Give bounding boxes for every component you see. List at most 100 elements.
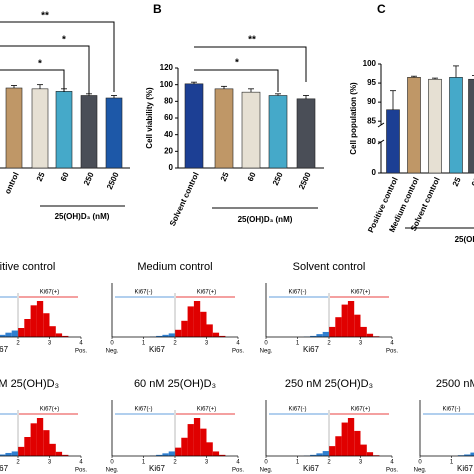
x-end-label: Neg. bbox=[260, 349, 273, 355]
histogram-bar bbox=[0, 334, 6, 337]
histogram-bar bbox=[24, 437, 31, 456]
x-tick-label: ontrol bbox=[3, 171, 21, 195]
axis-break bbox=[377, 122, 385, 128]
gate-label: Ki67(-) bbox=[134, 290, 152, 296]
histogram-bar bbox=[354, 314, 361, 337]
gate-label: Ki67(-) bbox=[288, 407, 306, 413]
x-tick-label: 25 bbox=[219, 170, 231, 182]
x-tick-label: 250 bbox=[82, 170, 96, 186]
y-tick-label: 85 bbox=[367, 116, 376, 125]
x-axis-label: Ki67 bbox=[149, 345, 166, 354]
x-tick-label: 3 bbox=[48, 460, 52, 466]
gate-label: Ki67(+) bbox=[351, 407, 371, 413]
histogram-bar bbox=[322, 451, 329, 456]
x-tick-label: 2 bbox=[173, 460, 177, 466]
x-tick-label: 25 bbox=[451, 175, 463, 187]
x-tick-label: 3 bbox=[48, 341, 52, 347]
x-tick-label: 3 bbox=[359, 341, 363, 347]
x-tick-label: 4 bbox=[79, 341, 83, 347]
panel-title: Positive control bbox=[0, 261, 55, 273]
histogram-bar bbox=[219, 454, 226, 456]
x-tick-label: 4 bbox=[236, 341, 240, 347]
histogram-bar bbox=[175, 329, 182, 337]
histogram-bar bbox=[347, 301, 355, 337]
y-tick-label: 120 bbox=[160, 63, 174, 72]
x-end-label: Neg. bbox=[414, 468, 427, 474]
x-tick-label: 2 bbox=[16, 460, 20, 466]
bar bbox=[428, 78, 442, 174]
x-tick-label: 25 bbox=[35, 170, 47, 182]
gate-label: Ki67(+) bbox=[197, 407, 217, 413]
y-tick-label: 100 bbox=[363, 59, 377, 68]
x-tick-label: 60 bbox=[59, 170, 71, 182]
x-end-label: Pos. bbox=[232, 468, 244, 474]
significance-label: * bbox=[62, 35, 66, 46]
histogram-bar bbox=[162, 453, 169, 456]
y-tick-label: 95 bbox=[367, 78, 376, 87]
group-label: 25(OH)D₃ (nM) bbox=[455, 235, 474, 244]
x-tick-label: 0 bbox=[110, 341, 114, 347]
y-tick-label: 0 bbox=[169, 163, 174, 172]
y-tick-label: 80 bbox=[367, 137, 376, 146]
significance-bracket bbox=[194, 46, 307, 82]
y-tick-label: 60 bbox=[164, 113, 173, 122]
significance-bracket bbox=[0, 69, 65, 92]
x-end-label: Pos. bbox=[386, 349, 398, 355]
histogram-bar bbox=[316, 453, 323, 456]
histogram-bar bbox=[181, 437, 188, 456]
histogram-bar bbox=[43, 430, 50, 456]
x-end-label: Pos. bbox=[386, 468, 398, 474]
bar bbox=[468, 78, 474, 174]
x-tick-label: 2 bbox=[16, 341, 20, 347]
x-tick-label: 1 bbox=[296, 460, 300, 466]
x-tick-label: 2500 bbox=[105, 170, 121, 190]
x-axis-label: Ki67 bbox=[149, 464, 166, 473]
y-tick-label: 0 bbox=[372, 168, 377, 177]
histogram-bar bbox=[156, 335, 163, 337]
x-end-label: Neg. bbox=[260, 468, 273, 474]
x-tick-label: 60 bbox=[246, 170, 258, 182]
y-tick-label: 20 bbox=[164, 146, 173, 155]
x-axis-label: Ki67 bbox=[0, 345, 9, 354]
x-end-label: Pos. bbox=[232, 349, 244, 355]
x-tick-label: 250 bbox=[271, 170, 285, 186]
bar bbox=[449, 77, 463, 174]
histogram-bar bbox=[316, 334, 323, 337]
bar bbox=[296, 98, 316, 169]
gate-label: Ki67(+) bbox=[40, 407, 60, 413]
panel-title: Medium control bbox=[137, 261, 212, 273]
x-tick-label: 3 bbox=[205, 460, 209, 466]
histogram-bar bbox=[55, 451, 63, 456]
histogram-bar bbox=[341, 422, 348, 456]
significance-label: ** bbox=[41, 11, 49, 22]
x-tick-label: 2 bbox=[327, 460, 331, 466]
panel-title: 60 nM 25(OH)D₃ bbox=[134, 378, 216, 390]
bar bbox=[268, 95, 288, 169]
histogram-bar bbox=[187, 306, 194, 337]
histogram-bar bbox=[360, 326, 367, 337]
x-axis-label: Ki67 bbox=[303, 464, 320, 473]
x-tick-label: 1 bbox=[142, 341, 146, 347]
histogram-bar bbox=[360, 444, 367, 456]
y-tick-label: 90 bbox=[367, 97, 376, 106]
group-label: 25(OH)D₃ (nM) bbox=[55, 212, 110, 221]
x-tick-label: 1 bbox=[142, 460, 146, 466]
histogram-bar bbox=[366, 333, 374, 337]
histogram-bar bbox=[193, 418, 201, 456]
bar bbox=[55, 91, 73, 169]
histogram-bar bbox=[62, 454, 69, 456]
histogram-bar bbox=[162, 334, 169, 337]
panel-title: 250 nM 25(OH)D₃ bbox=[285, 378, 373, 390]
histogram-bar bbox=[168, 451, 175, 456]
histogram-bar bbox=[5, 332, 12, 337]
y-tick-label: 40 bbox=[164, 130, 173, 139]
x-end-label: Neg. bbox=[106, 468, 119, 474]
histogram-bar bbox=[212, 451, 220, 456]
histogram-bar bbox=[168, 333, 175, 337]
histogram-bar bbox=[62, 335, 69, 337]
histogram-bar bbox=[156, 454, 163, 456]
y-tick-label: 100 bbox=[160, 80, 174, 89]
histogram-bar bbox=[354, 430, 361, 456]
significance-label: * bbox=[38, 59, 42, 70]
y-axis-label: Cell population (%) bbox=[349, 82, 358, 155]
